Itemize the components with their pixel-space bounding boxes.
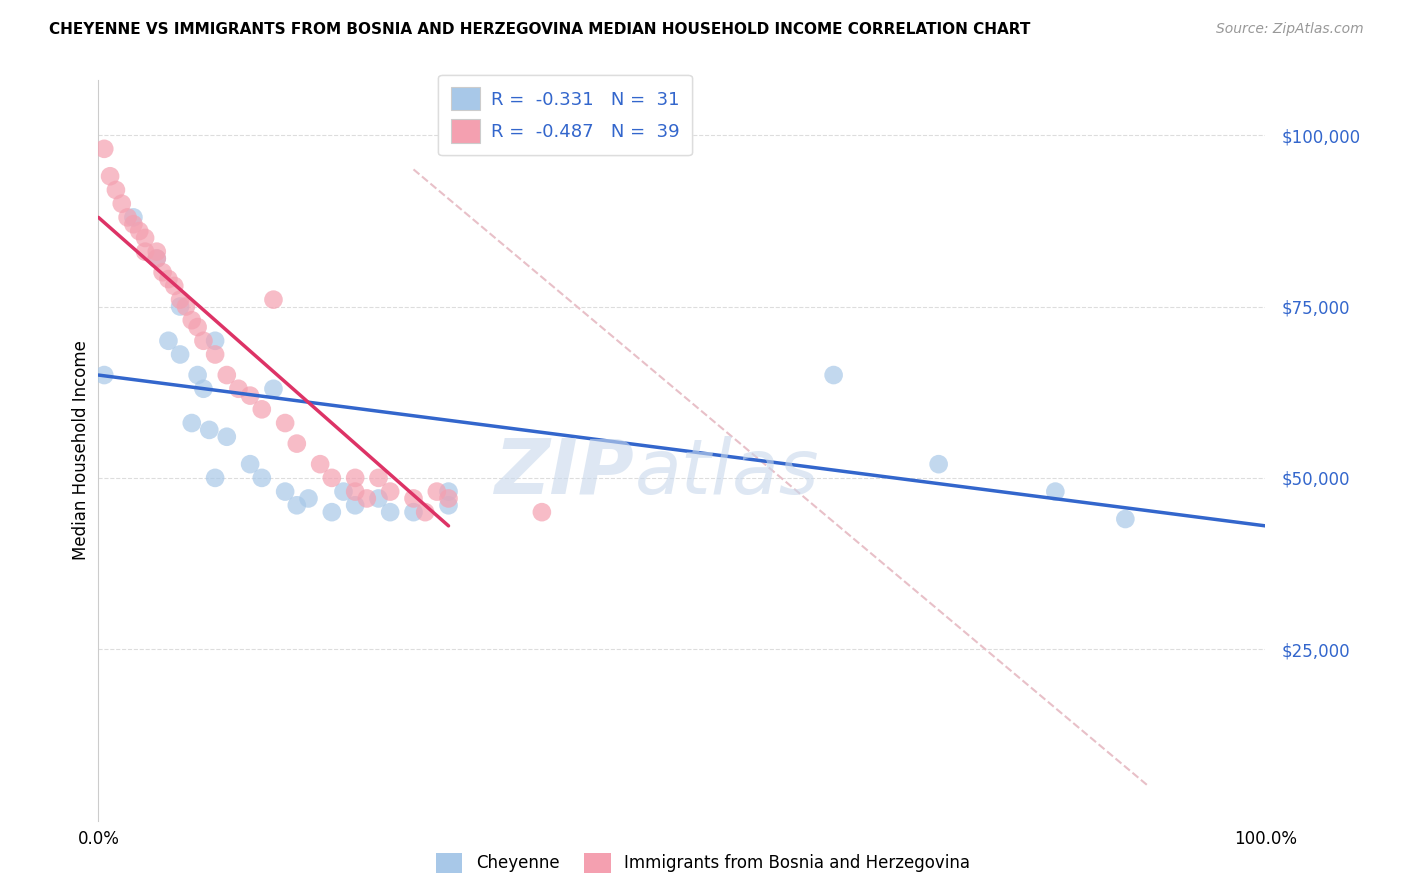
- Point: [530, 505, 553, 519]
- Point: [204, 471, 226, 485]
- Point: [321, 505, 343, 519]
- Legend: R =  -0.331   N =  31, R =  -0.487   N =  39: R = -0.331 N = 31, R = -0.487 N = 39: [439, 75, 692, 155]
- Point: [93, 142, 115, 156]
- Point: [285, 498, 308, 512]
- Point: [321, 471, 343, 485]
- Point: [134, 231, 156, 245]
- Point: [193, 334, 215, 348]
- Point: [1114, 512, 1136, 526]
- Point: [823, 368, 845, 382]
- Point: [204, 334, 226, 348]
- Point: [157, 334, 180, 348]
- Point: [344, 471, 367, 485]
- Point: [402, 491, 425, 506]
- Point: [380, 484, 402, 499]
- Point: [274, 416, 297, 430]
- Point: [111, 196, 134, 211]
- Point: [146, 252, 169, 266]
- Point: [380, 505, 402, 519]
- Point: [93, 368, 115, 382]
- Point: [239, 389, 262, 403]
- Point: [146, 244, 169, 259]
- Point: [1045, 484, 1067, 499]
- Point: [274, 484, 297, 499]
- Point: [98, 169, 121, 184]
- Point: [344, 484, 367, 499]
- Legend: Cheyenne, Immigrants from Bosnia and Herzegovina: Cheyenne, Immigrants from Bosnia and Her…: [429, 847, 977, 880]
- Point: [146, 252, 169, 266]
- Point: [344, 498, 367, 512]
- Point: [122, 217, 145, 231]
- Text: Source: ZipAtlas.com: Source: ZipAtlas.com: [1216, 22, 1364, 37]
- Point: [402, 505, 425, 519]
- Point: [356, 491, 378, 506]
- Point: [928, 457, 950, 471]
- Point: [204, 347, 226, 361]
- Point: [169, 347, 191, 361]
- Point: [198, 423, 221, 437]
- Point: [215, 430, 238, 444]
- Point: [367, 491, 389, 506]
- Point: [437, 484, 460, 499]
- Point: [250, 402, 273, 417]
- Text: ZIP: ZIP: [495, 435, 636, 509]
- Point: [152, 265, 174, 279]
- Point: [239, 457, 262, 471]
- Point: [104, 183, 127, 197]
- Point: [413, 505, 436, 519]
- Y-axis label: Median Household Income: Median Household Income: [72, 341, 90, 560]
- Text: atlas: atlas: [636, 435, 820, 509]
- Point: [215, 368, 238, 382]
- Point: [262, 293, 284, 307]
- Point: [437, 491, 460, 506]
- Point: [262, 382, 284, 396]
- Point: [174, 300, 197, 314]
- Point: [180, 416, 202, 430]
- Point: [250, 471, 273, 485]
- Point: [332, 484, 354, 499]
- Point: [297, 491, 319, 506]
- Point: [309, 457, 332, 471]
- Point: [437, 498, 460, 512]
- Point: [426, 484, 449, 499]
- Point: [187, 320, 209, 334]
- Point: [193, 382, 215, 396]
- Point: [169, 300, 191, 314]
- Point: [285, 436, 308, 450]
- Point: [367, 471, 389, 485]
- Point: [228, 382, 250, 396]
- Point: [163, 279, 186, 293]
- Point: [128, 224, 150, 238]
- Point: [157, 272, 180, 286]
- Point: [180, 313, 202, 327]
- Point: [169, 293, 191, 307]
- Text: CHEYENNE VS IMMIGRANTS FROM BOSNIA AND HERZEGOVINA MEDIAN HOUSEHOLD INCOME CORRE: CHEYENNE VS IMMIGRANTS FROM BOSNIA AND H…: [49, 22, 1031, 37]
- Point: [134, 244, 156, 259]
- Point: [122, 211, 145, 225]
- Point: [187, 368, 209, 382]
- Point: [117, 211, 139, 225]
